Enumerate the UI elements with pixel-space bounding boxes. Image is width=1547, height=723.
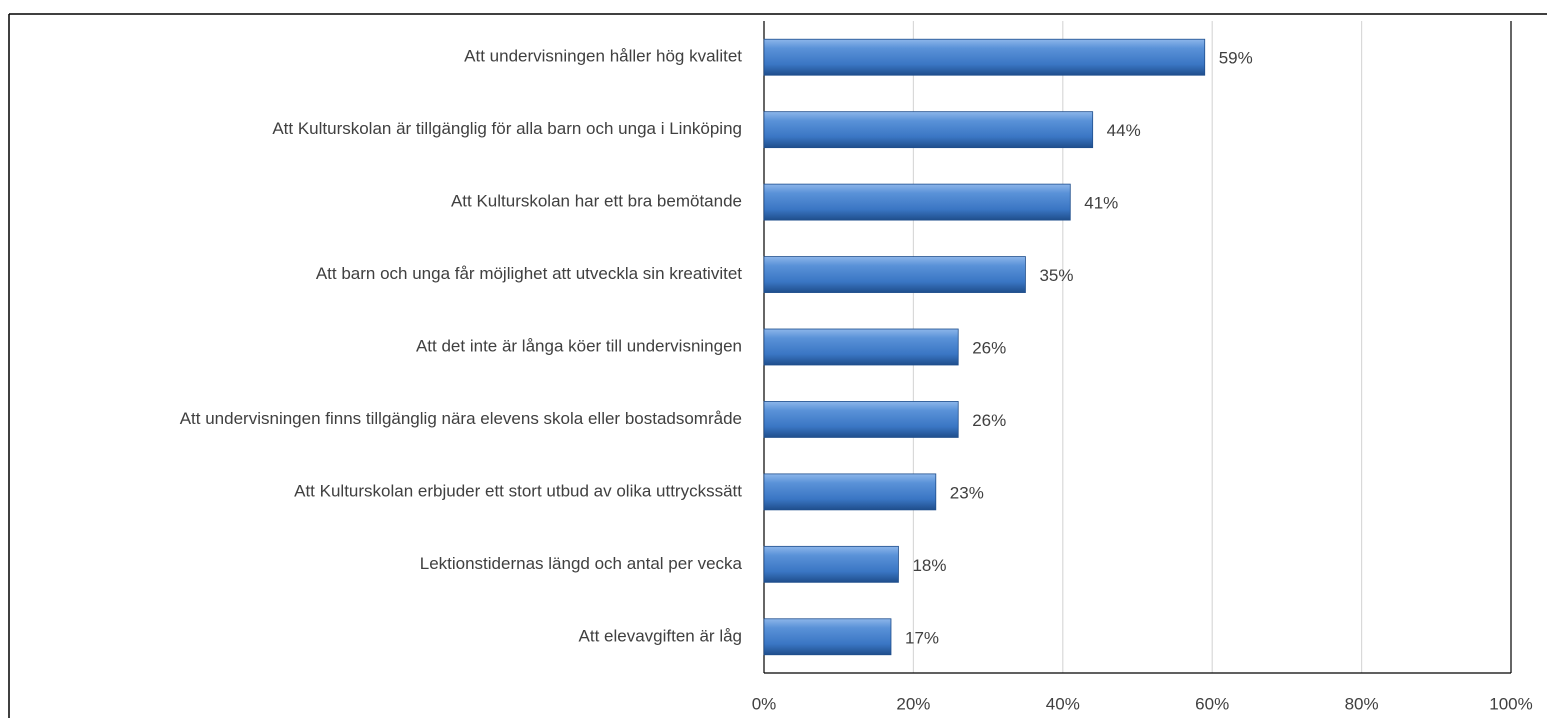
category-label: Att elevavgiften är låg [579, 626, 742, 645]
x-tick-label: 60% [1195, 694, 1229, 713]
x-tick-label: 80% [1345, 694, 1379, 713]
value-label: 23% [950, 483, 984, 502]
category-label: Att barn och unga får möjlighet att utve… [316, 264, 742, 283]
category-label: Lektionstidernas längd och antal per vec… [420, 554, 743, 573]
bar [763, 256, 1026, 293]
value-label: 35% [1039, 266, 1073, 285]
category-label: Att Kulturskolan har ett bra bemötande [451, 192, 742, 211]
bar [763, 328, 959, 366]
category-label: Att undervisningen håller hög kvalitet [464, 47, 742, 66]
bar [763, 545, 899, 583]
value-label: 59% [1219, 49, 1253, 68]
bar [763, 183, 1071, 221]
bar [763, 618, 892, 656]
bar [763, 38, 1206, 76]
value-label: 26% [972, 411, 1006, 430]
value-label: 26% [972, 338, 1006, 357]
category-label: Att Kulturskolan är tillgänglig för alla… [272, 119, 742, 138]
category-label: Att undervisningen finns tillgänglig när… [180, 409, 742, 428]
category-label: Att det inte är långa köer till undervis… [416, 336, 742, 355]
x-tick-label: 20% [896, 694, 930, 713]
value-label: 18% [912, 556, 946, 575]
x-tick-label: 100% [1489, 694, 1532, 713]
x-tick-label: 40% [1046, 694, 1080, 713]
bar [763, 111, 1094, 149]
value-label: 41% [1084, 194, 1118, 213]
x-tick-label: 0% [752, 694, 777, 713]
bar [763, 401, 959, 438]
value-label: 17% [905, 628, 939, 647]
category-label: Att Kulturskolan erbjuder ett stort utbu… [294, 481, 742, 500]
bar [763, 473, 937, 511]
value-label: 44% [1107, 121, 1141, 140]
